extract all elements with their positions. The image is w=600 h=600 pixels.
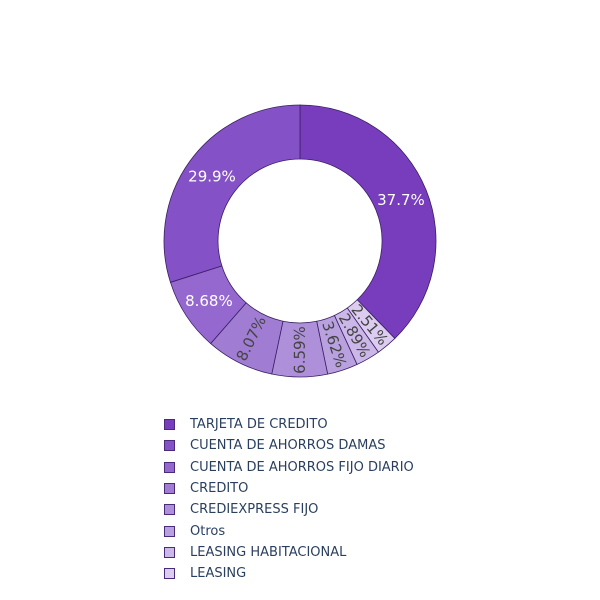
slice-label-1: 37.7% <box>377 191 425 209</box>
pie-slice-1[interactable] <box>299 104 437 340</box>
pie-slice-8[interactable] <box>163 104 301 283</box>
legend-swatch <box>164 568 175 580</box>
legend-label: LEASING <box>190 566 247 582</box>
chart-legend: TARJETA DE CREDITO CUENTA DE AHORROS DAMA… <box>164 414 564 584</box>
slice-label-7: 8.68% <box>185 292 233 310</box>
legend-swatch <box>164 440 175 452</box>
legend-item[interactable]: LEASING <box>164 563 564 584</box>
legend-swatch <box>164 461 175 473</box>
legend-item[interactable]: LEASING HABITACIONAL <box>164 542 564 563</box>
slice-label-5: 6.59% <box>291 326 309 374</box>
legend-label: LEASING HABITACIONAL <box>190 544 347 560</box>
legend-label: TARJETA DE CREDITO <box>190 417 328 433</box>
slice-label-8: 29.9% <box>188 168 236 186</box>
legend-label: CUENTA DE AHORROS FIJO DIARIO <box>190 459 414 475</box>
donut-chart: 37.7%2.51%2.89%3.62%6.59%8.07%8.68%29.9% <box>163 104 437 378</box>
legend-swatch <box>164 483 175 495</box>
legend-swatch <box>164 504 175 516</box>
legend-item[interactable]: CUENTA DE AHORROS FIJO DIARIO <box>164 457 564 478</box>
legend-label: Otros <box>190 523 226 539</box>
legend-label: CUENTA DE AHORROS DAMAS <box>190 438 386 454</box>
legend-swatch <box>164 419 175 431</box>
legend-item[interactable]: CREDITO <box>164 478 564 499</box>
legend-item[interactable]: CUENTA DE AHORROS DAMAS <box>164 435 564 456</box>
legend-item[interactable]: TARJETA DE CREDITO <box>164 414 564 435</box>
legend-label: CREDIEXPRESS FIJO <box>190 502 319 518</box>
legend-item[interactable]: Otros <box>164 520 564 541</box>
legend-swatch <box>164 525 175 537</box>
legend-item[interactable]: CREDIEXPRESS FIJO <box>164 499 564 520</box>
legend-label: CREDITO <box>190 481 249 497</box>
legend-swatch <box>164 546 175 558</box>
